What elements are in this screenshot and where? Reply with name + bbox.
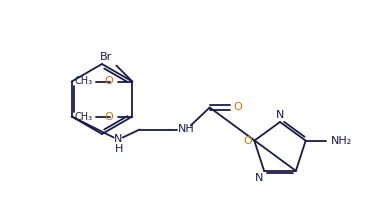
Text: Br: Br	[100, 53, 112, 62]
Text: O: O	[233, 102, 242, 112]
Text: CH₃: CH₃	[74, 112, 92, 122]
Text: NH₂: NH₂	[331, 136, 352, 146]
Text: O: O	[105, 112, 113, 122]
Text: N: N	[276, 110, 284, 120]
Text: CH₃: CH₃	[74, 77, 92, 87]
Text: NH: NH	[178, 125, 195, 135]
Text: O: O	[243, 136, 252, 146]
Text: N: N	[255, 173, 263, 183]
Text: H: H	[115, 145, 123, 155]
Text: N: N	[113, 135, 122, 145]
Text: O: O	[105, 77, 113, 87]
